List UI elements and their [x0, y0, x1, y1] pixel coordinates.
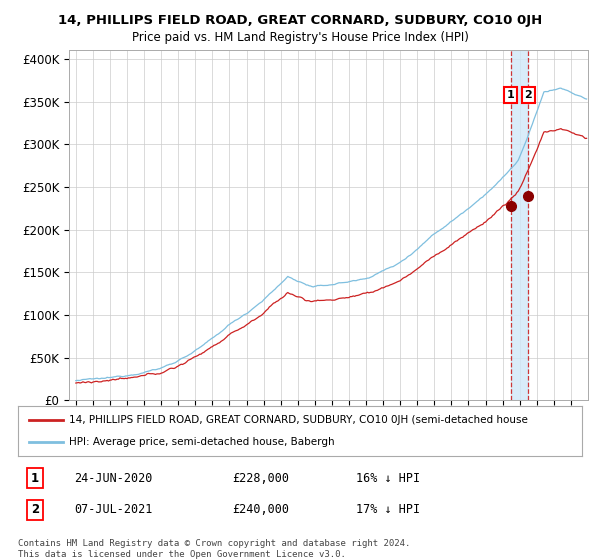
Text: £240,000: £240,000	[232, 503, 289, 516]
Text: £228,000: £228,000	[232, 472, 289, 485]
Text: 2: 2	[524, 90, 532, 100]
Text: 17% ↓ HPI: 17% ↓ HPI	[356, 503, 421, 516]
Text: 07-JUL-2021: 07-JUL-2021	[74, 503, 153, 516]
Text: 1: 1	[507, 90, 515, 100]
Text: 14, PHILLIPS FIELD ROAD, GREAT CORNARD, SUDBURY, CO10 0JH (semi-detached house: 14, PHILLIPS FIELD ROAD, GREAT CORNARD, …	[69, 415, 527, 425]
Text: Contains HM Land Registry data © Crown copyright and database right 2024.
This d: Contains HM Land Registry data © Crown c…	[18, 539, 410, 559]
Text: 2: 2	[31, 503, 39, 516]
Text: 24-JUN-2020: 24-JUN-2020	[74, 472, 153, 485]
Text: 16% ↓ HPI: 16% ↓ HPI	[356, 472, 421, 485]
Bar	[511, 50, 529, 400]
Text: 1: 1	[31, 472, 39, 485]
Text: Price paid vs. HM Land Registry's House Price Index (HPI): Price paid vs. HM Land Registry's House …	[131, 31, 469, 44]
Text: HPI: Average price, semi-detached house, Babergh: HPI: Average price, semi-detached house,…	[69, 437, 334, 447]
Text: 14, PHILLIPS FIELD ROAD, GREAT CORNARD, SUDBURY, CO10 0JH: 14, PHILLIPS FIELD ROAD, GREAT CORNARD, …	[58, 14, 542, 27]
